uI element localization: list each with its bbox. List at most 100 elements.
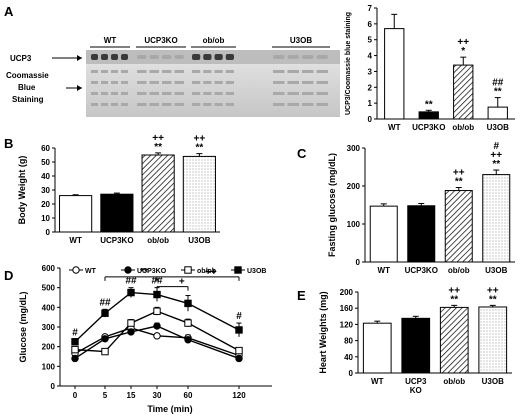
blot-group-label: UCP3KO (144, 36, 177, 45)
y-axis-label: Heart Weights (mg) (318, 291, 328, 373)
series-line (74, 291, 240, 343)
x-category-label: UCP3KO (405, 266, 438, 275)
bar (59, 195, 93, 233)
x-tick-label: 120 (232, 391, 246, 400)
data-point (71, 345, 79, 354)
data-point (235, 346, 243, 355)
x-tick-label: 5 (103, 391, 108, 400)
coomassie-band (214, 81, 223, 84)
x-tick-label: 30 (153, 391, 162, 400)
blot-group-label: WT (104, 36, 117, 45)
significance-marker: ## (151, 276, 163, 287)
coomassie-band (316, 81, 328, 84)
legend-marker (124, 266, 132, 274)
bar (453, 64, 474, 120)
coomassie-band (111, 70, 118, 73)
data-point (101, 309, 109, 317)
x-tick-label: 15 (127, 391, 136, 400)
coomassie-band (137, 92, 147, 95)
coomassie-band (149, 103, 159, 106)
significance-marker: ** (489, 294, 497, 305)
data-point (71, 338, 79, 346)
coomassie-band (214, 70, 223, 73)
panel-letter-d: D (4, 268, 13, 283)
series-line (74, 327, 240, 357)
y-tick-label: 200 (42, 343, 56, 352)
coomassie-band (162, 70, 172, 73)
significance-marker: ** (492, 159, 500, 170)
coomassie-band (225, 103, 234, 106)
ucp3-band (203, 54, 212, 60)
series-3 (71, 306, 243, 356)
y-axis-label: Fasting glucose (mg/dL) (327, 153, 337, 257)
coomassie-band (203, 81, 212, 84)
bar (362, 322, 392, 374)
coomassie-band (203, 70, 212, 73)
legend-item: U3OB (231, 266, 266, 275)
coomassie-band (192, 103, 201, 106)
coomassie-band (91, 92, 98, 95)
legend-marker (234, 266, 242, 274)
coomassie-band (174, 92, 184, 95)
bar (141, 154, 175, 233)
coomassie-band (174, 81, 184, 84)
y-axis-label: UCP3/Coomassie blue staining (345, 12, 352, 115)
blot-group-label: ob/ob (203, 36, 225, 45)
bar (418, 111, 439, 120)
y-tick-label: 5 (368, 36, 373, 45)
x-category-label: ob/ob (448, 266, 470, 275)
ucp3-band-faint (287, 55, 299, 59)
legend-label: U3OB (247, 268, 266, 275)
coomassie-band (137, 70, 147, 73)
coomassie-band (302, 92, 314, 95)
bar (478, 306, 508, 374)
ucp3-band-faint (316, 55, 328, 59)
significance-marker: ## (125, 276, 137, 287)
bar (444, 190, 473, 263)
coomassie-band (316, 70, 328, 73)
y-tick-label: 80 (344, 337, 353, 346)
panel-letter-b: B (4, 136, 13, 151)
ucp3-band (121, 54, 128, 60)
coomassie-band (273, 92, 285, 95)
ucp3-band-faint (174, 55, 184, 59)
significance-marker: ++ (457, 37, 469, 48)
coomassie-band (111, 81, 118, 84)
x-category-label: UCP3 (405, 377, 427, 386)
bar (439, 306, 469, 374)
x-category-label: ob/ob (443, 377, 465, 386)
legend-label: WT (85, 268, 97, 275)
blot-label-ucp3: UCP3 (10, 54, 32, 63)
coomassie-band (287, 81, 299, 84)
legend-marker (184, 266, 192, 274)
bar (100, 193, 134, 233)
y-tick-label: 0 (349, 369, 354, 378)
coomassie-band (162, 81, 172, 84)
coomassie-band (302, 70, 314, 73)
x-axis-label: Time (min) (147, 404, 192, 414)
significance-marker: ## (99, 297, 111, 308)
bar (369, 205, 398, 263)
significance-marker: ++ (152, 133, 164, 144)
significance-marker: # (72, 327, 78, 338)
coomassie-band (225, 70, 234, 73)
significance-marker: ++ (194, 134, 206, 145)
coomassie-band (149, 92, 159, 95)
x-category-label: WT (378, 266, 391, 275)
coomassie-band (174, 70, 184, 73)
coomassie-band (203, 103, 212, 106)
x-category-label: ob/ob (147, 236, 169, 245)
coomassie-band (91, 81, 98, 84)
coomassie-band (214, 92, 223, 95)
data-point (153, 332, 161, 340)
y-tick-label: 200 (347, 182, 361, 191)
series-line (74, 310, 240, 353)
y-tick-label: 300 (42, 323, 56, 332)
data-point (153, 290, 161, 299)
y-tick-label: 40 (41, 172, 50, 181)
data-point (71, 354, 79, 363)
significance-marker: ** (494, 87, 502, 98)
significance-marker: # (236, 311, 242, 322)
